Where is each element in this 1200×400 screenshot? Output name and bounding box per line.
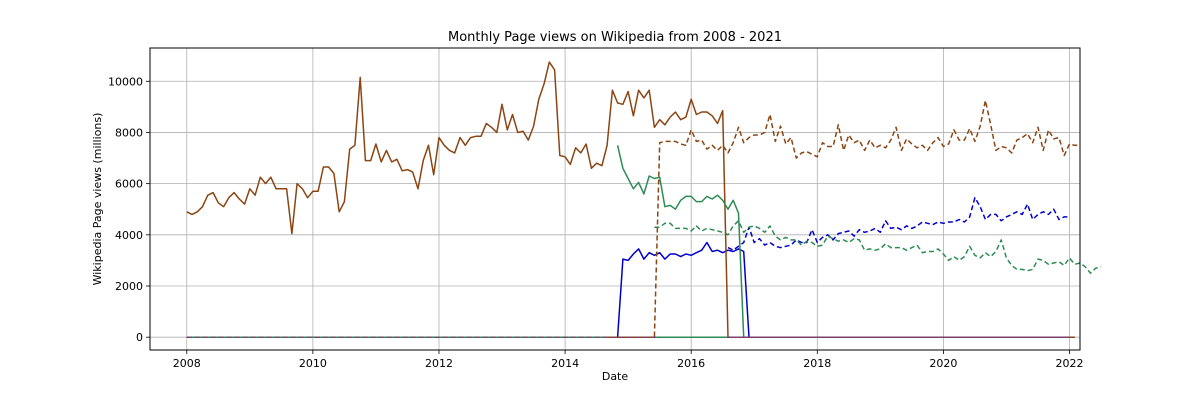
x-tick-label: 2016	[677, 357, 705, 370]
x-tick-label: 2014	[551, 357, 579, 370]
y-tick-label: 8000	[115, 126, 143, 139]
y-tick-label: 10000	[108, 75, 143, 88]
x-tick-label: 2012	[425, 357, 453, 370]
grid	[150, 48, 1080, 350]
series-line-6	[616, 145, 745, 338]
x-axis-title: Date	[602, 370, 629, 383]
y-axis-title: Wikipedia Page views (millions)	[91, 113, 104, 286]
x-tick-label: 2018	[803, 357, 831, 370]
x-tick-label: 2008	[173, 357, 201, 370]
series-line-7	[607, 99, 1080, 338]
x-tick-label: 2010	[299, 357, 327, 370]
y-tick-label: 4000	[115, 229, 143, 242]
series-line-4	[654, 220, 1102, 274]
series-layer	[186, 61, 1102, 338]
chart-title: Monthly Page views on Wikipedia from 200…	[448, 30, 782, 45]
x-tick-label: 2020	[929, 357, 957, 370]
y-tick-label: 0	[136, 331, 143, 344]
y-tick-label: 6000	[115, 178, 143, 191]
y-axis: 0 2000 4000 6000 8000 10000	[108, 75, 150, 344]
y-tick-label: 2000	[115, 280, 143, 293]
x-tick-label: 2022	[1055, 357, 1083, 370]
plot-frame	[149, 47, 1081, 351]
series-line-3	[727, 196, 1070, 251]
x-axis: 2008 2010 2012 2014 2016 2018 2020 2022	[173, 350, 1083, 370]
